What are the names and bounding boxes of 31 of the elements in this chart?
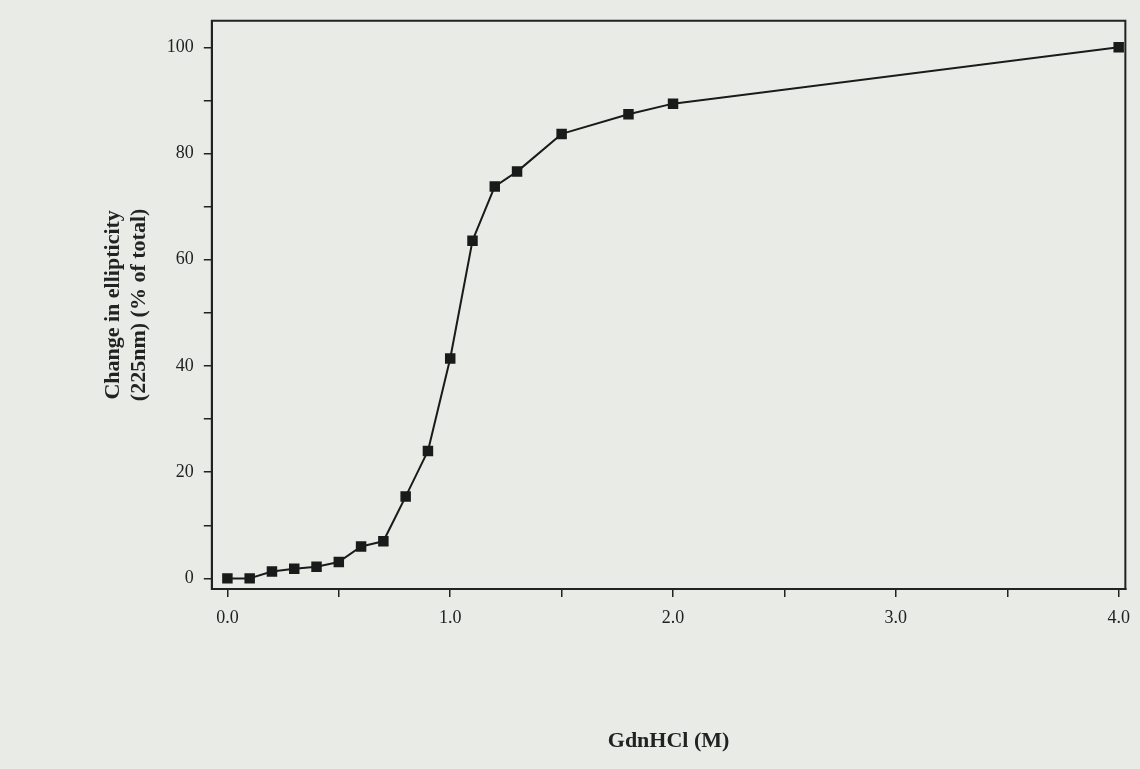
point: [244, 573, 255, 584]
point: [467, 235, 478, 246]
x-tick-label: 4.0: [1107, 606, 1130, 627]
point: [1113, 42, 1124, 53]
point: [667, 98, 679, 109]
point: [266, 566, 278, 577]
x-tick-label: 3.0: [884, 606, 908, 627]
x-tick-label: 2.0: [661, 606, 685, 627]
y-tick-label: 20: [175, 460, 194, 481]
point: [289, 563, 300, 575]
point: [222, 573, 233, 584]
x-tick-label: 1.0: [438, 606, 462, 627]
x-tick-label: 0.0: [216, 606, 239, 627]
point: [311, 561, 322, 572]
y-tick-label: 80: [175, 142, 194, 163]
y-tick-label: 40: [175, 354, 194, 375]
point: [556, 128, 567, 140]
point: [400, 491, 411, 502]
point: [422, 445, 434, 457]
y-axis-title: Change in ellipticity (225nm) (% of total): [98, 208, 151, 402]
point: [333, 556, 345, 568]
y-tick-label: 0: [184, 567, 194, 588]
point: [511, 166, 523, 177]
point: [489, 181, 501, 192]
point: [444, 353, 456, 364]
y-tick-label: 100: [166, 36, 194, 57]
point: [623, 109, 634, 120]
y-tick-label: 60: [175, 248, 194, 269]
x-axis-title: GdnHCl (M): [607, 727, 730, 753]
point: [378, 535, 389, 547]
point: [355, 541, 367, 552]
